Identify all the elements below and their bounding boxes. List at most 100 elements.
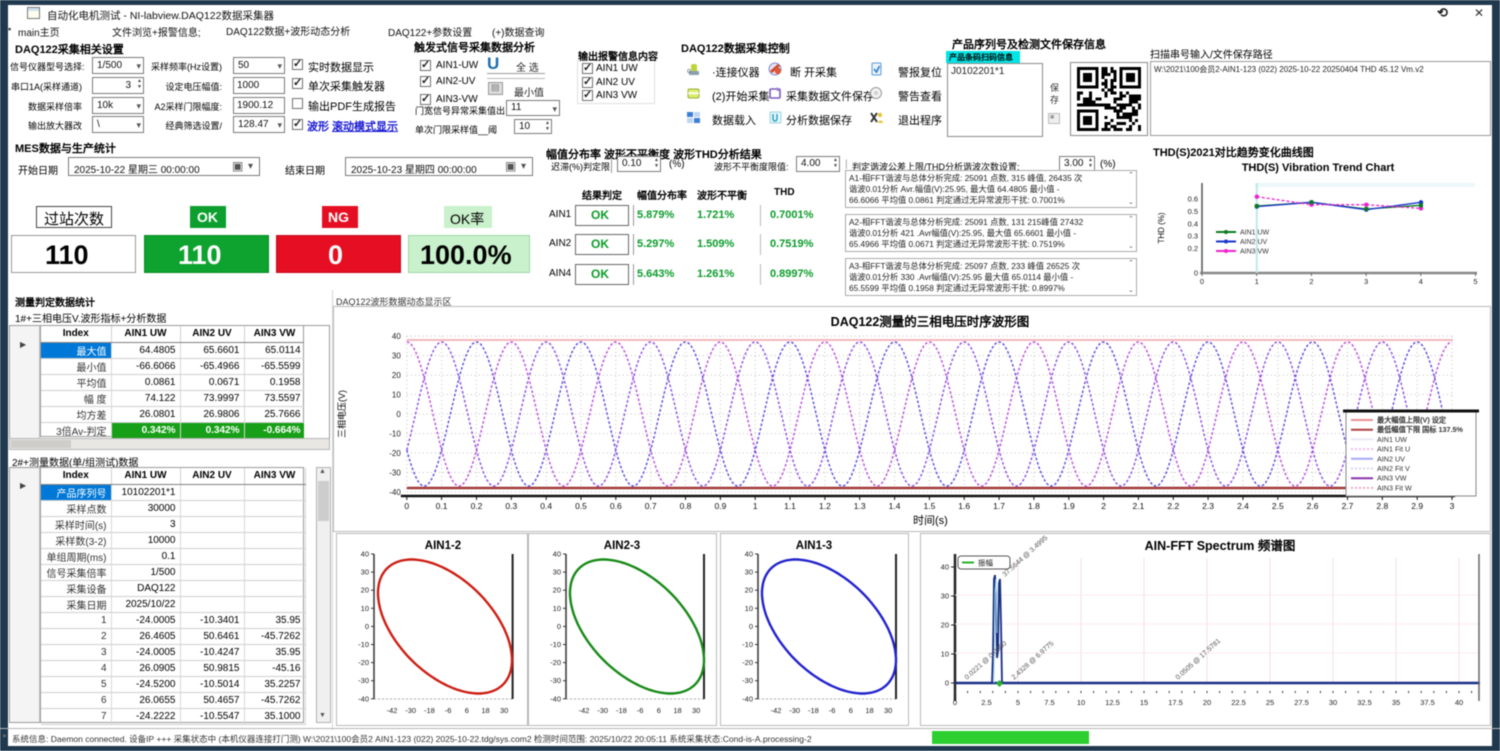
svg-text:30: 30	[745, 568, 753, 577]
svg-text:-18: -18	[808, 706, 819, 715]
svg-text:-42: -42	[387, 706, 398, 715]
svg-text:-40: -40	[742, 694, 753, 703]
svg-text:35: 35	[1392, 698, 1400, 707]
svg-text:-40: -40	[550, 694, 561, 703]
svg-text:7.5: 7.5	[1044, 698, 1054, 707]
svg-text:30: 30	[500, 706, 508, 715]
svg-text:4: 4	[1419, 277, 1423, 286]
svg-text:2.2: 2.2	[1167, 501, 1179, 511]
svg-text:5: 5	[1473, 277, 1477, 286]
svg-text:0: 0	[945, 679, 949, 688]
svg-text:0.5: 0.5	[1188, 207, 1198, 216]
svg-text:-6: -6	[637, 706, 644, 715]
svg-text:0.3: 0.3	[505, 501, 517, 511]
svg-text:-30: -30	[597, 706, 608, 715]
svg-text:2.6: 2.6	[1307, 501, 1319, 511]
svg-text:AIN3 Fit W: AIN3 Fit W	[1377, 483, 1412, 492]
svg-text:40: 40	[745, 550, 753, 559]
svg-text:AIN2 UV: AIN2 UV	[1377, 454, 1405, 463]
svg-text:15: 15	[1140, 698, 1148, 707]
svg-text:40: 40	[392, 332, 401, 341]
svg-text:20: 20	[941, 621, 949, 630]
svg-text:32.5: 32.5	[1357, 698, 1372, 707]
svg-text:0: 0	[953, 698, 957, 707]
svg-text:-10: -10	[358, 640, 369, 649]
svg-text:时间(s): 时间(s)	[913, 514, 948, 527]
svg-text:25: 25	[1266, 698, 1274, 707]
svg-text:0.2: 0.2	[1188, 244, 1198, 253]
svg-text:17.5: 17.5	[1168, 698, 1183, 707]
svg-text:0.2: 0.2	[471, 501, 483, 511]
svg-text:-30: -30	[742, 676, 753, 685]
svg-text:30: 30	[692, 706, 700, 715]
svg-text:40: 40	[1455, 698, 1463, 707]
svg-text:AIN2 Fit V: AIN2 Fit V	[1377, 464, 1410, 473]
svg-text:-20: -20	[742, 658, 753, 667]
svg-text:-10: -10	[389, 430, 401, 439]
svg-text:6: 6	[849, 706, 853, 715]
svg-text:18: 18	[481, 706, 489, 715]
svg-text:5: 5	[1016, 698, 1020, 707]
svg-text:1.2: 1.2	[819, 501, 831, 511]
svg-text:30: 30	[941, 592, 949, 601]
svg-text:-20: -20	[550, 658, 561, 667]
svg-text:AIN1 UW: AIN1 UW	[1377, 435, 1407, 444]
svg-text:2.9: 2.9	[1411, 501, 1423, 511]
svg-text:3: 3	[1364, 277, 1368, 286]
svg-text:最大幅值上限(V) 设定: 最大幅值上限(V) 设定	[1377, 416, 1447, 425]
svg-text:20: 20	[1203, 698, 1211, 707]
svg-text:30: 30	[1329, 698, 1337, 707]
svg-text:0.3: 0.3	[1188, 232, 1198, 241]
svg-text:0: 0	[1194, 269, 1198, 278]
svg-text:-18: -18	[616, 706, 627, 715]
svg-text:0: 0	[1200, 277, 1204, 286]
svg-text:0.4: 0.4	[540, 501, 552, 511]
svg-text:-40: -40	[358, 694, 369, 703]
svg-text:1.4: 1.4	[889, 501, 901, 511]
svg-text:40: 40	[553, 550, 561, 559]
svg-text:30: 30	[884, 706, 892, 715]
svg-text:30: 30	[553, 568, 561, 577]
svg-text:AIN2-3: AIN2-3	[604, 540, 640, 552]
svg-text:18: 18	[865, 706, 873, 715]
svg-text:0: 0	[365, 622, 369, 631]
svg-text:12.5: 12.5	[1105, 698, 1120, 707]
svg-text:10: 10	[1077, 698, 1085, 707]
svg-text:27.5: 27.5	[1294, 698, 1309, 707]
svg-text:1: 1	[753, 501, 758, 511]
svg-text:-6: -6	[829, 706, 836, 715]
svg-text:1.7: 1.7	[993, 501, 1005, 511]
svg-text:最低幅值下限 国标 137.5%: 最低幅值下限 国标 137.5%	[1377, 425, 1463, 434]
svg-text:o: o	[687, 68, 691, 75]
svg-text:振幅: 振幅	[978, 558, 993, 568]
svg-text:10: 10	[553, 604, 561, 613]
svg-text:0.1: 0.1	[436, 501, 448, 511]
svg-text:-30: -30	[389, 468, 401, 477]
svg-text:10: 10	[361, 604, 369, 613]
svg-text:22.5: 22.5	[1231, 698, 1246, 707]
svg-text:0.7: 0.7	[645, 501, 657, 511]
svg-text:1.3: 1.3	[854, 501, 866, 511]
svg-text:-10: -10	[742, 640, 753, 649]
svg-text:0.9: 0.9	[714, 501, 726, 511]
svg-text:THD (%): THD (%)	[1157, 212, 1166, 243]
svg-text:0: 0	[404, 501, 409, 511]
svg-text:-30: -30	[358, 676, 369, 685]
svg-text:20: 20	[745, 586, 753, 595]
svg-text:2.7: 2.7	[1342, 501, 1354, 511]
svg-text:-42: -42	[579, 706, 590, 715]
svg-text:2.5: 2.5	[1272, 501, 1284, 511]
svg-text:-30: -30	[405, 706, 416, 715]
svg-text:6: 6	[657, 706, 661, 715]
svg-text:0.8: 0.8	[680, 501, 692, 511]
svg-text:AIN3 VW: AIN3 VW	[1240, 249, 1269, 256]
svg-text:1.5: 1.5	[923, 501, 935, 511]
svg-text:2.8: 2.8	[1376, 501, 1388, 511]
svg-text:-18: -18	[424, 706, 435, 715]
svg-text:20: 20	[392, 371, 401, 380]
svg-text:0: 0	[749, 622, 753, 631]
svg-text:0: 0	[396, 410, 401, 419]
svg-text:-42: -42	[771, 706, 782, 715]
svg-text:AIN3 VW: AIN3 VW	[1377, 474, 1407, 483]
svg-text:40: 40	[361, 550, 369, 559]
